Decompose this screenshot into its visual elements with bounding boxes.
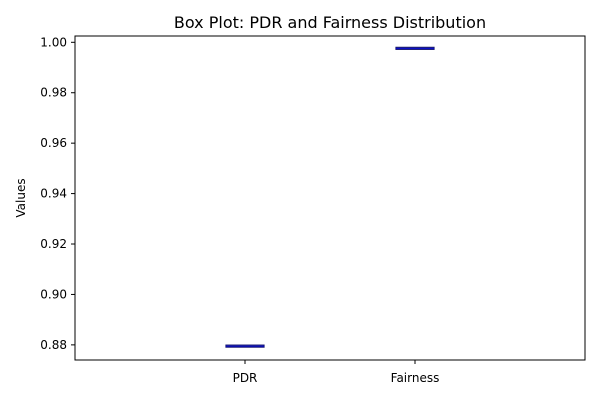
x-tick-label: Fairness bbox=[391, 371, 440, 385]
x-tick-label: PDR bbox=[233, 371, 258, 385]
plot-frame bbox=[74, 35, 586, 361]
y-axis-ticks: 0.88 0.90 0.92 0.94 0.96 0.98 1.00 bbox=[40, 35, 75, 352]
y-tick-label: 0.92 bbox=[40, 237, 67, 251]
chart-title: Box Plot: PDR and Fairness Distribution bbox=[174, 13, 486, 32]
y-tick-label: 0.90 bbox=[40, 287, 67, 301]
box-fairness bbox=[395, 46, 435, 50]
x-axis-ticks: PDR Fairness bbox=[233, 360, 440, 385]
y-tick-label: 0.98 bbox=[40, 86, 67, 100]
y-tick-label: 0.96 bbox=[40, 136, 67, 150]
box-series bbox=[225, 46, 435, 348]
y-tick-label: 0.94 bbox=[40, 187, 67, 201]
y-axis-label: Values bbox=[14, 178, 28, 217]
box-pdr bbox=[225, 344, 265, 348]
y-tick-label: 1.00 bbox=[40, 35, 67, 49]
y-tick-label: 0.88 bbox=[40, 338, 67, 352]
